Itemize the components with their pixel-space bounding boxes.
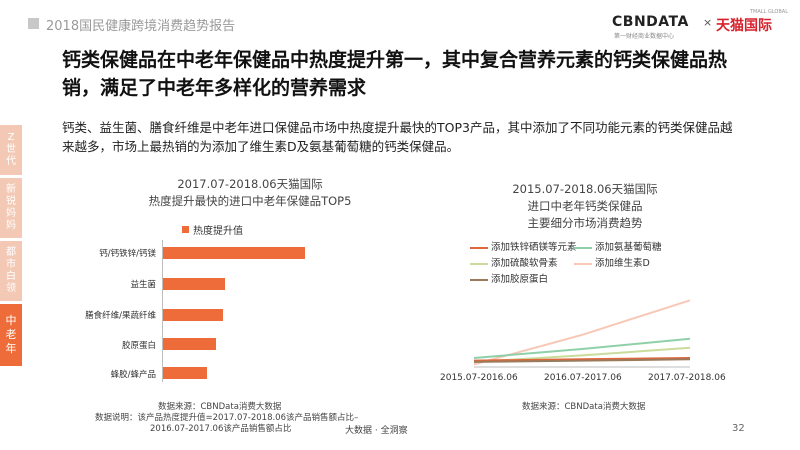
page-title: 钙类保健品在中老年保健品中热度提升第一，其中复合营养元素的钙类保健品热销，满足了…: [62, 49, 728, 99]
legend-swatch: [574, 246, 592, 249]
report-title: 2018国民健康跨境消费趋势报告: [46, 19, 236, 34]
legend-swatch: [470, 262, 488, 265]
left-chart-title-line1: 2017.07-2018.06天猫国际: [177, 177, 323, 191]
line-series: [473, 357, 691, 362]
line-legend-item: 添加维生素D: [574, 255, 650, 269]
line-series: [473, 358, 691, 363]
line-legend-item: 添加铁锌硒镁等元素: [470, 239, 577, 253]
side-tab-label: 都市白领: [6, 247, 16, 294]
line-legend-item: 添加氨基葡萄糖: [574, 239, 662, 253]
right-chart-source: 数据来源：CBNData消费大数据: [522, 402, 646, 412]
bar-chart-axis: [162, 240, 163, 382]
legend-label: 添加硫酸软骨素: [491, 258, 558, 269]
line-layer: [473, 299, 691, 366]
left-chart-note-line1: 数据说明：该产品热度提升值=2017.07-2018.06该产品销售额占比–: [95, 413, 359, 423]
left-chart-source: 数据来源：CBNData消费大数据: [158, 402, 282, 412]
bar-collagen: [163, 338, 216, 350]
bar-propolis: [163, 367, 207, 379]
side-tab-elderly[interactable]: 中老年: [0, 304, 22, 366]
x-tick-label: 2016.07-2017.06: [544, 373, 622, 383]
bar-dietary-fiber: [163, 309, 223, 321]
legend-swatch: [470, 246, 488, 249]
cbndata-logo-sub: 第一财经商业数据中心: [614, 33, 675, 40]
bar-category-label: 膳食纤维/果蔬纤维: [85, 311, 156, 321]
side-tab-gen-z[interactable]: Z世代: [0, 125, 22, 175]
side-tab-new-moms[interactable]: 新锐妈妈: [0, 178, 22, 238]
left-chart-title-line2: 热度提升最快的进口中老年保健品TOP5: [148, 194, 352, 208]
right-chart-title-line3: 主要细分市场消费趋势: [527, 216, 643, 230]
brand-logo: CBNDATA 第一财经商业数据中心 × TMALL GLOBAL 天猫国际: [612, 9, 788, 40]
x-tick-label: 2015.07-2016.06: [440, 373, 518, 383]
cbndata-logo: CBNDATA: [612, 14, 689, 30]
right-chart-title-line1: 2015.07-2018.06天猫国际: [512, 182, 658, 196]
bar-category-label: 益生菌: [130, 280, 156, 290]
legend-label: 热度提升值: [193, 226, 243, 237]
legend-label: 添加铁锌硒镁等元素: [491, 242, 577, 253]
legend-swatch: [182, 226, 189, 233]
legend-label: 添加维生素D: [595, 258, 650, 269]
logo-separator: ×: [703, 16, 713, 29]
bar-calcium: [163, 247, 305, 259]
left-chart-note-line2: 2016.07-2017.06该产品销售额占比: [150, 424, 292, 434]
right-chart-title-line2: 进口中老年钙类保健品: [527, 199, 643, 213]
side-tab-label: 新锐妈妈: [6, 184, 16, 231]
legend-label: 添加氨基葡萄糖: [595, 242, 662, 253]
bar-probiotics: [163, 278, 225, 290]
line-legend-item: 添加硫酸软骨素: [470, 255, 558, 269]
side-tab-label: Z世代: [6, 132, 16, 167]
tmall-logo-en: TMALL GLOBAL: [750, 9, 789, 15]
bar-category-label: 胶原蛋白: [121, 341, 156, 351]
legend-label: 添加胶原蛋白: [491, 274, 549, 285]
page-number: 32: [732, 423, 745, 434]
page-description: 钙类、益生菌、膳食纤维是中老年进口保健品市场中热度提升最快的TOP3产品，其中添…: [62, 120, 733, 154]
tmall-logo: 天猫国际: [716, 18, 772, 34]
line-legend-item: 添加胶原蛋白: [470, 271, 548, 285]
legend-swatch: [574, 262, 592, 265]
x-tick-label: 2017.07-2018.06: [648, 373, 726, 383]
side-tab-white-collar[interactable]: 都市白领: [0, 241, 22, 301]
bar-category-label: 蜂胶/蜂产品: [110, 370, 156, 380]
side-tab-label: 中老年: [5, 314, 17, 355]
line-series: [473, 337, 691, 359]
footer-tagline: 大数据 · 全洞察: [345, 426, 408, 436]
bar-category-label: 钙/钙铁锌/钙镁: [99, 249, 156, 259]
legend-swatch: [470, 278, 488, 281]
header-square: [28, 18, 39, 29]
